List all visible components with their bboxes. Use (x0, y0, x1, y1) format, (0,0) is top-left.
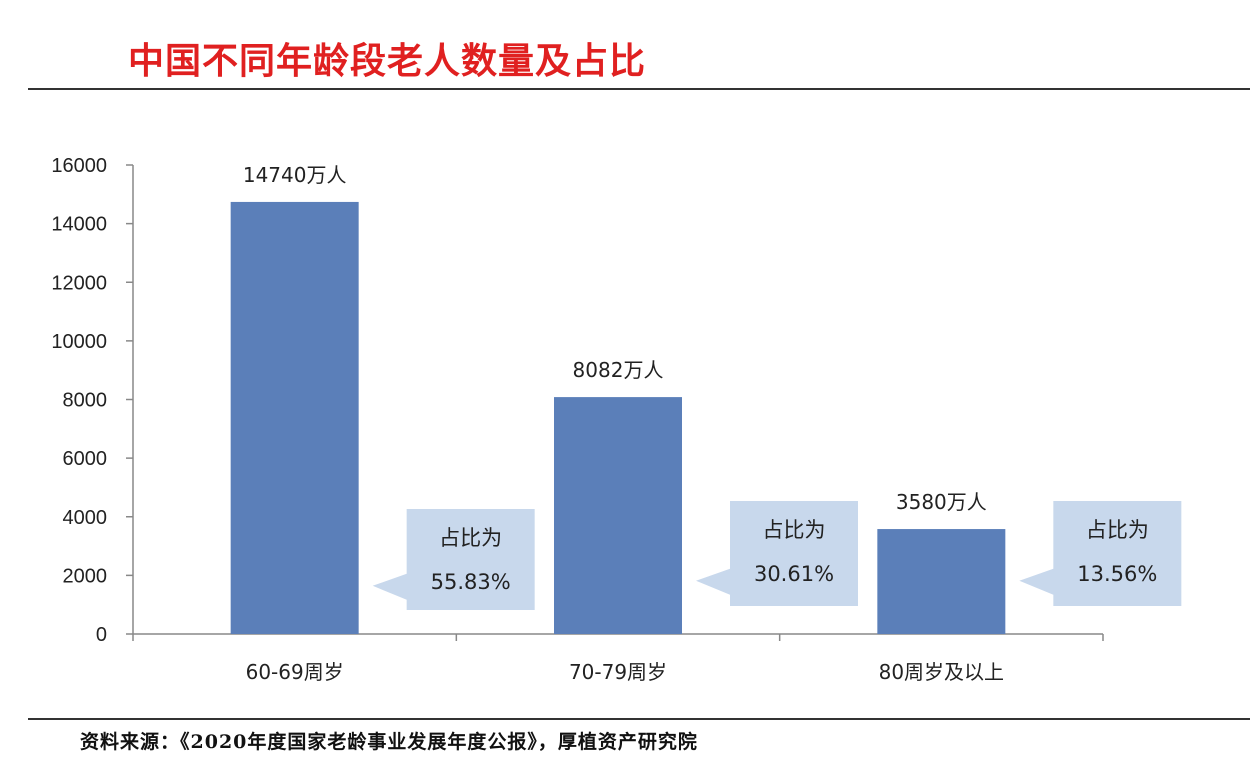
category-label: 60-69周岁 (246, 660, 344, 684)
bar (230, 201, 359, 634)
callout-box (696, 501, 858, 606)
footer-divider (28, 718, 1250, 720)
callout-box (1019, 501, 1182, 606)
callout-title: 占比为 (439, 526, 502, 550)
bar-value-label: 3580万人 (896, 490, 987, 514)
bar (554, 397, 682, 634)
y-tick-label: 12000 (51, 272, 107, 294)
callout-percentage: 30.61% (754, 562, 834, 586)
y-tick-label: 2000 (63, 565, 108, 587)
title-divider (28, 88, 1250, 90)
callout-box (372, 509, 535, 610)
callout-title: 占比为 (1086, 518, 1149, 542)
category-label: 70-79周岁 (569, 660, 667, 684)
bar-value-label: 14740万人 (243, 163, 347, 187)
source-note: 资料来源：《2020年度国家老龄事业发展年度公报》，厚植资产研究院 (80, 731, 698, 753)
bar (877, 529, 1006, 634)
callout-percentage: 55.83% (431, 570, 511, 594)
callout-percentage: 13.56% (1077, 562, 1157, 586)
callout-title: 占比为 (763, 518, 826, 542)
category-label: 80周岁及以上 (879, 660, 1004, 684)
y-tick-label: 6000 (63, 448, 108, 470)
y-tick-label: 14000 (51, 214, 107, 236)
chart-title: 中国不同年龄段老人数量及占比 (128, 41, 647, 82)
y-tick-label: 10000 (51, 331, 107, 353)
y-tick-label: 8000 (63, 390, 108, 412)
bar-value-label: 8082万人 (573, 358, 664, 382)
bar-chart: 0 2000 4000 6000 8000 10000 12000 14000 16000 147… (51, 155, 1182, 684)
y-tick-label: 4000 (63, 507, 108, 529)
y-tick-label: 16000 (51, 155, 107, 177)
y-tick-label: 0 (96, 624, 107, 646)
